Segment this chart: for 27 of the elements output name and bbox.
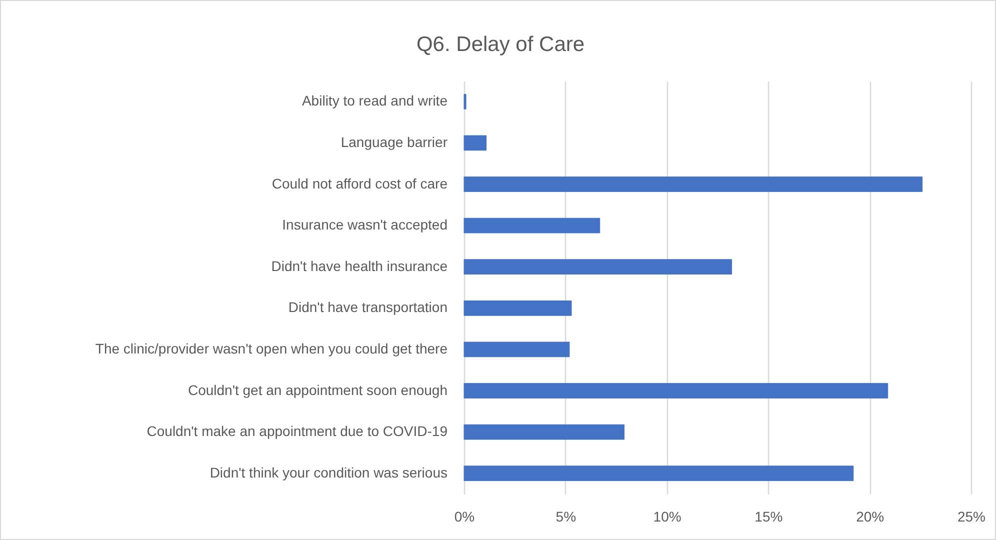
y-tick-label: Couldn't make an appointment due to COVID-19 <box>146 423 448 440</box>
x-tick-label: 20% <box>856 508 884 524</box>
y-tick-label: Could not afford cost of care <box>272 175 448 192</box>
bar <box>464 176 923 192</box>
chart-title: Q6. Delay of Care <box>416 33 585 56</box>
x-tick-label: 10% <box>653 508 682 524</box>
bar <box>464 135 487 151</box>
y-tick-label: Language barrier <box>340 134 448 150</box>
y-tick-label: Couldn't get an appointment soon enough <box>188 382 448 398</box>
y-tick-label: Didn't have health insurance <box>271 258 448 274</box>
bar <box>464 259 732 275</box>
x-tick-label: 15% <box>754 508 783 524</box>
y-tick-label: Insurance wasn't accepted <box>282 216 448 233</box>
bar <box>464 342 570 358</box>
bar <box>464 383 888 398</box>
bar <box>464 424 624 440</box>
y-tick-label: The clinic/provider wasn't open when you could get there <box>95 340 448 356</box>
bar <box>464 466 854 482</box>
x-tick-label: 5% <box>556 508 576 524</box>
x-tick-label: 25% <box>957 508 986 524</box>
y-tick-label: Didn't think your condition was serious <box>210 464 448 480</box>
bar <box>464 218 600 234</box>
y-tick-label: Didn't have transportation <box>288 299 448 316</box>
x-tick-label: 0% <box>454 508 475 524</box>
y-tick-label: Ability to read and write <box>302 92 448 109</box>
bar <box>464 94 466 110</box>
bar <box>464 300 572 316</box>
